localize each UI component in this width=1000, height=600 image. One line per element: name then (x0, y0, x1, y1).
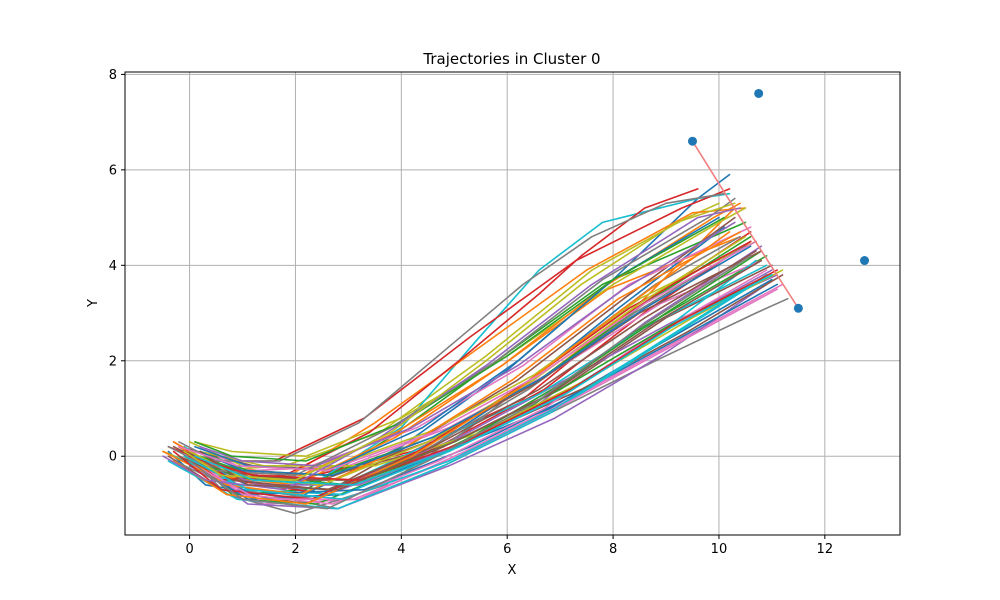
trajectory-line (178, 250, 757, 491)
y-axis-ticks: 0 2 4 6 8 (109, 68, 125, 465)
connector-line (691, 140, 800, 309)
trajectory-line (172, 240, 752, 501)
trajectory-line (199, 245, 752, 477)
y-tick-label: 6 (109, 163, 117, 178)
x-axis-ticks: 0 2 4 6 8 10 12 (185, 535, 833, 557)
highlight-point (793, 303, 803, 313)
trajectory-line (199, 259, 763, 491)
plot-frame (124, 71, 901, 536)
highlight-point (687, 136, 697, 146)
x-axis-label: X (508, 563, 517, 578)
trajectory-line (188, 283, 779, 496)
trajectory-line (178, 192, 726, 462)
trajectory-line (188, 235, 747, 486)
trajectory-line (199, 221, 736, 467)
trajectory-line (183, 202, 736, 481)
x-tick-label: 8 (609, 542, 617, 557)
series-layer (162, 173, 789, 515)
trajectory-line (188, 269, 779, 481)
trajectory-line (172, 235, 741, 477)
trajectory-line (172, 231, 731, 505)
y-tick-label: 8 (109, 68, 117, 83)
trajectory-line (183, 274, 768, 501)
y-tick-label: 2 (109, 354, 117, 369)
chart-title: Trajectories in Cluster 0 (422, 50, 600, 68)
trajectory-line (188, 255, 752, 510)
trajectory-line (167, 278, 763, 510)
y-tick-label: 4 (109, 259, 117, 274)
y-axis-label: Y (86, 299, 101, 308)
trajectory-line (194, 274, 773, 486)
y-tick-label: 0 (109, 450, 117, 465)
x-tick-label: 0 (185, 542, 193, 557)
x-tick-label: 6 (503, 542, 511, 557)
x-tick-label: 2 (291, 542, 299, 557)
highlight-points-layer (687, 88, 870, 313)
x-tick-label: 10 (711, 542, 728, 557)
trajectory-line (178, 240, 757, 472)
highlight-point (860, 256, 870, 266)
x-tick-label: 12 (817, 542, 834, 557)
x-tick-label: 4 (397, 542, 405, 557)
trajectory-line (188, 283, 768, 510)
highlight-point (754, 88, 764, 98)
